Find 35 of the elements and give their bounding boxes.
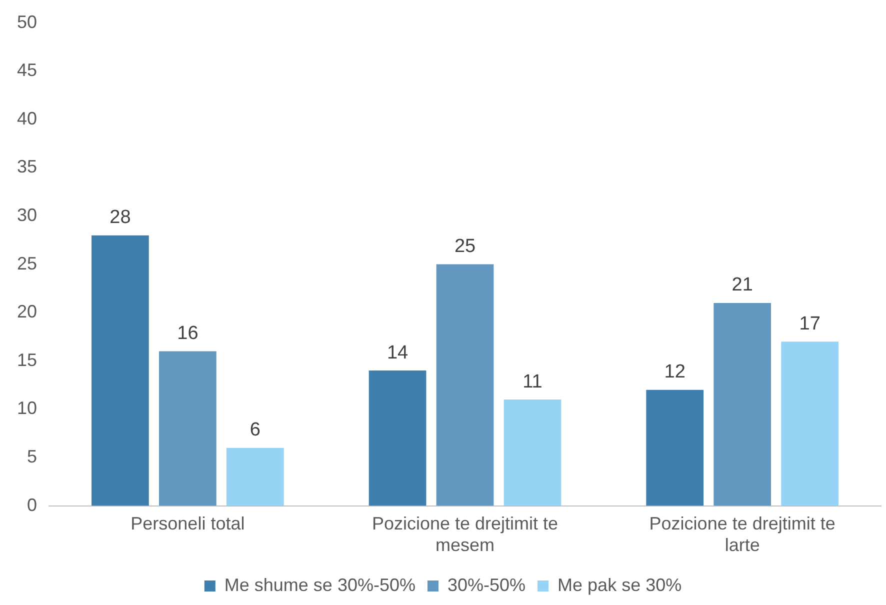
data-label: 28	[110, 207, 131, 228]
legend-label: 30%-50%	[447, 574, 526, 595]
data-label: 14	[386, 342, 409, 364]
data-label: 6	[250, 420, 260, 441]
bar	[368, 370, 426, 506]
y-tick-label: 15	[16, 350, 38, 370]
x-tick-label: Pozicione te drejtimit te larte	[649, 514, 836, 556]
y-tick-label: 25	[16, 253, 38, 274]
bar	[714, 302, 772, 506]
legend-label: Me pak se 30%	[558, 574, 682, 595]
data-label: 25	[454, 236, 476, 258]
data-label: 21	[732, 274, 753, 296]
y-tick-label: 30	[16, 204, 38, 225]
y-tick-label: 40	[16, 108, 38, 128]
bar	[646, 390, 704, 506]
y-tick-label: 50	[16, 12, 38, 32]
bar	[159, 351, 216, 506]
data-label: 11	[522, 371, 542, 392]
bar	[436, 264, 494, 506]
bar	[781, 342, 838, 506]
data-label: 17	[799, 313, 820, 334]
y-tick-label: 35	[16, 156, 38, 177]
data-label: 12	[664, 362, 686, 383]
y-tick-label: 45	[16, 60, 38, 80]
bar	[92, 235, 149, 506]
legend-label: Me shume se 30%-50%	[224, 574, 416, 595]
y-tick-label: 10	[16, 398, 38, 418]
bar	[504, 400, 562, 506]
x-tick-label: Pozicione te drejtimit te mesem	[372, 514, 558, 556]
x-tick-label: Personeli total	[130, 514, 245, 534]
bar	[226, 448, 284, 506]
data-label: 16	[177, 322, 198, 344]
y-tick-label: 0	[27, 494, 38, 515]
y-tick-label: 5	[27, 446, 38, 466]
y-tick-label: 20	[16, 302, 38, 322]
